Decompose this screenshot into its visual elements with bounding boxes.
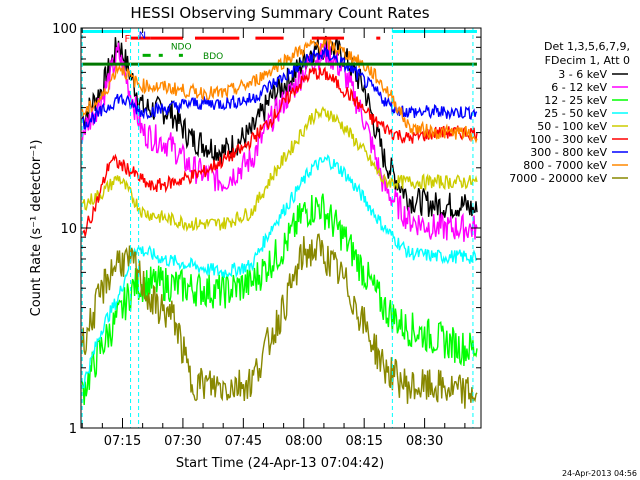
series-line <box>81 106 478 233</box>
legend-entry-label: 100 - 300 keV <box>530 133 607 146</box>
x-tick-label: 07:30 <box>164 434 201 449</box>
legend-entry-label: 3 - 6 keV <box>558 68 607 81</box>
footer-timestamp: 24-Apr-2013 04:56 <box>562 469 637 478</box>
flag-label: N <box>139 30 146 41</box>
region-label: NDO <box>171 43 192 53</box>
series-line <box>81 36 478 144</box>
plot-area: F N NDO BDO <box>81 28 478 428</box>
x-tick-label: 08:15 <box>345 434 382 449</box>
legend-title: FDecim 1, Att 0 <box>545 54 630 67</box>
y-axis: 1 10 100 <box>52 22 481 437</box>
series-line <box>81 46 478 130</box>
series-line <box>81 39 478 242</box>
legend-entry-label: 7000 - 20000 keV <box>509 172 607 185</box>
region-label: BDO <box>203 52 223 62</box>
y-axis-label: Count Rate (s⁻¹ detector⁻¹) <box>29 140 44 317</box>
series-line <box>81 66 478 237</box>
legend-entry-label: 300 - 800 keV <box>530 146 607 159</box>
x-tick-label: 07:15 <box>104 434 141 449</box>
flag-label: F <box>125 34 131 45</box>
y-tick-label: 10 <box>60 222 77 237</box>
y-tick-label: 100 <box>52 22 77 37</box>
x-tick-label: 08:00 <box>285 434 322 449</box>
y-tick-label: 1 <box>69 422 77 437</box>
legend-entry-label: 6 - 12 keV <box>551 81 607 94</box>
legend: Det 1,3,5,6,7,9,FDecim 1, Att 03 - 6 keV… <box>509 40 630 185</box>
chart-title: HESSI Observing Summary Count Rates <box>130 4 429 22</box>
x-tick-label: 07:45 <box>225 434 262 449</box>
series-line <box>82 154 478 389</box>
x-axis: 07:15 07:30 07:45 08:00 08:15 08:30 <box>81 28 466 449</box>
legend-title: Det 1,3,5,6,7,9, <box>544 40 630 53</box>
series-line <box>81 35 478 220</box>
legend-entry-label: 800 - 7000 keV <box>523 159 607 172</box>
x-axis-label: Start Time (24-Apr-13 07:04:42) <box>176 456 384 471</box>
series-line <box>81 233 478 409</box>
legend-entry-label: 12 - 25 keV <box>544 94 607 107</box>
legend-entry-label: 25 - 50 keV <box>544 107 607 120</box>
x-tick-label: 08:30 <box>406 434 443 449</box>
legend-entry-label: 50 - 100 keV <box>537 120 607 133</box>
